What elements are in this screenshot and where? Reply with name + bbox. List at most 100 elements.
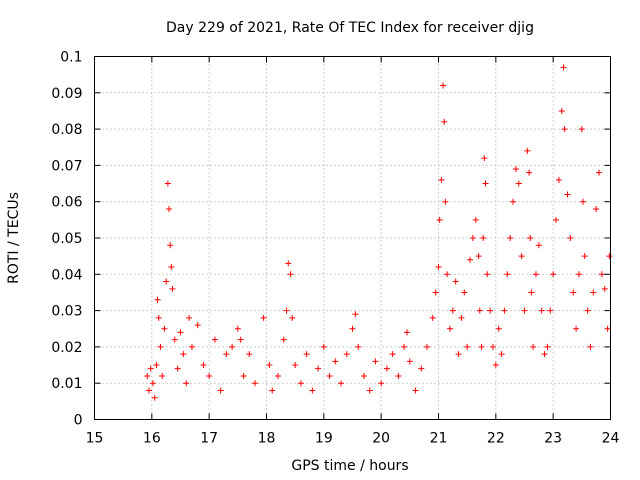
y-tick-label: 0.07	[51, 158, 82, 174]
data-point	[492, 362, 499, 369]
x-tick-label: 23	[544, 431, 562, 447]
data-point	[481, 155, 488, 162]
axis-ticks	[94, 56, 611, 420]
data-point	[598, 271, 605, 278]
data-point	[287, 271, 294, 278]
x-tick-label: 24	[602, 431, 620, 447]
data-point	[495, 325, 502, 332]
data-point	[274, 372, 281, 379]
grid	[94, 56, 611, 420]
data-point	[352, 311, 359, 318]
data-point	[183, 380, 190, 387]
data-point	[578, 126, 585, 133]
data-point	[527, 235, 534, 241]
data-point	[159, 372, 166, 379]
data-point	[372, 358, 379, 365]
data-point	[452, 278, 459, 285]
data-point	[266, 362, 273, 369]
data-point	[180, 351, 187, 358]
data-point	[507, 235, 514, 241]
data-point	[584, 307, 591, 314]
data-point	[174, 365, 181, 372]
data-point	[285, 260, 292, 267]
data-point	[532, 271, 539, 278]
data-point	[441, 118, 448, 125]
x-tick-label: 19	[315, 431, 333, 447]
data-point	[289, 314, 296, 321]
data-point	[163, 278, 170, 285]
x-tick-label: 18	[258, 431, 276, 447]
data-point	[449, 307, 456, 314]
data-point	[167, 242, 174, 249]
data-point	[510, 198, 517, 205]
data-point	[206, 372, 213, 379]
data-point	[389, 351, 396, 358]
data-point	[530, 343, 537, 350]
data-point	[320, 343, 327, 350]
data-point	[558, 107, 565, 114]
data-point	[401, 343, 408, 350]
data-point	[555, 176, 562, 183]
data-point	[467, 256, 474, 263]
data-point	[518, 253, 525, 260]
data-point	[593, 205, 600, 212]
data-point	[478, 343, 485, 350]
x-tick-label: 15	[86, 431, 104, 447]
data-point	[444, 271, 451, 278]
data-point	[145, 387, 152, 394]
data-point	[223, 351, 230, 358]
x-tick-label: 21	[430, 431, 448, 447]
data-point	[269, 387, 276, 394]
data-point	[217, 387, 224, 394]
data-point	[309, 387, 316, 394]
data-point	[366, 387, 373, 394]
data-point	[498, 351, 505, 358]
data-point	[504, 271, 511, 278]
data-point	[538, 307, 545, 314]
data-point	[280, 336, 287, 343]
data-point	[596, 169, 603, 176]
data-point	[435, 264, 442, 271]
data-point	[200, 362, 207, 369]
data-point	[573, 325, 580, 332]
data-point	[432, 289, 439, 296]
data-point	[469, 235, 476, 241]
data-point	[252, 380, 259, 387]
y-tick-label: 0.08	[51, 122, 82, 138]
data-point	[438, 176, 445, 183]
data-point	[515, 180, 522, 187]
data-point	[464, 343, 471, 350]
data-point	[424, 343, 431, 350]
data-point	[440, 82, 447, 89]
data-point	[575, 271, 582, 278]
data-point	[579, 198, 586, 205]
x-tick-label: 17	[200, 431, 218, 447]
data-point	[521, 307, 528, 314]
data-point	[581, 253, 588, 260]
y-tick-label: 0.02	[51, 340, 82, 356]
data-point	[412, 387, 419, 394]
data-point	[482, 180, 489, 187]
data-point	[418, 365, 425, 372]
data-point	[604, 325, 611, 332]
data-point	[166, 205, 173, 212]
data-point	[326, 372, 333, 379]
data-point	[567, 235, 574, 241]
data-point	[144, 372, 151, 379]
x-axis-label: GPS time / hours	[291, 458, 408, 474]
data-point	[292, 362, 299, 369]
data-point	[349, 325, 356, 332]
data-point	[560, 64, 567, 71]
y-axis-label: ROTI / TECUs	[6, 192, 22, 284]
data-point	[535, 242, 542, 249]
data-point	[512, 166, 519, 173]
data-point	[564, 191, 571, 198]
data-point	[403, 329, 410, 336]
data-point	[472, 216, 479, 223]
data-point	[283, 307, 290, 314]
y-tick-label: 0.1	[60, 50, 82, 66]
data-point	[234, 325, 241, 332]
data-point	[476, 307, 483, 314]
data-point	[544, 343, 551, 350]
